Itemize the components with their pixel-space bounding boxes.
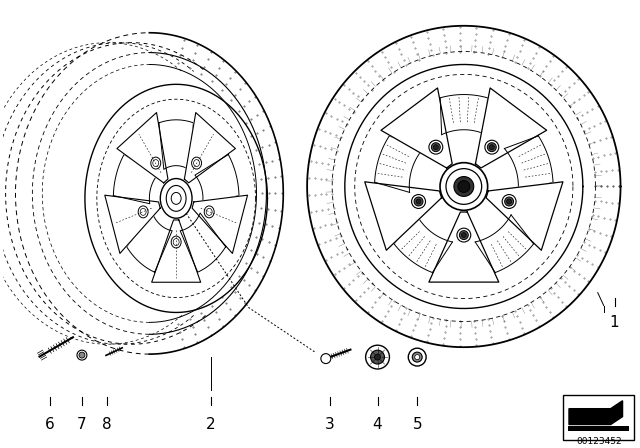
Polygon shape	[381, 88, 452, 168]
Circle shape	[461, 233, 467, 237]
Circle shape	[446, 168, 482, 204]
Polygon shape	[365, 182, 442, 250]
Circle shape	[454, 177, 474, 196]
Circle shape	[502, 194, 516, 208]
Polygon shape	[476, 88, 547, 168]
Polygon shape	[105, 195, 160, 254]
Polygon shape	[184, 112, 236, 183]
Text: 4: 4	[372, 417, 382, 431]
Text: 2: 2	[206, 417, 216, 431]
Circle shape	[412, 352, 422, 362]
Circle shape	[321, 353, 331, 363]
Circle shape	[416, 199, 421, 204]
Text: 5: 5	[412, 417, 422, 431]
Text: 3: 3	[325, 417, 335, 431]
Ellipse shape	[172, 193, 181, 204]
Circle shape	[440, 163, 488, 210]
Text: 00123452: 00123452	[576, 437, 621, 447]
Text: 6: 6	[45, 417, 55, 431]
Circle shape	[429, 140, 443, 154]
Circle shape	[433, 145, 438, 150]
Circle shape	[490, 145, 494, 150]
Text: 1: 1	[610, 315, 620, 331]
Circle shape	[408, 348, 426, 366]
Circle shape	[414, 197, 423, 206]
Circle shape	[374, 354, 381, 360]
Circle shape	[485, 140, 499, 154]
Circle shape	[431, 143, 440, 151]
Circle shape	[412, 194, 426, 208]
Circle shape	[487, 143, 496, 151]
Polygon shape	[429, 212, 499, 282]
Text: 8: 8	[102, 417, 111, 431]
Circle shape	[457, 228, 471, 242]
Bar	[563, 395, 634, 440]
Circle shape	[460, 231, 468, 240]
Circle shape	[507, 199, 511, 204]
Polygon shape	[192, 195, 248, 254]
Circle shape	[371, 350, 385, 364]
Polygon shape	[117, 112, 168, 183]
Circle shape	[77, 350, 87, 360]
Circle shape	[505, 197, 513, 206]
Polygon shape	[486, 182, 563, 250]
Bar	[568, 426, 630, 431]
Polygon shape	[569, 401, 623, 425]
Circle shape	[458, 181, 470, 193]
Circle shape	[415, 355, 420, 360]
Circle shape	[79, 352, 85, 358]
Text: 7: 7	[77, 417, 87, 431]
Polygon shape	[152, 220, 201, 282]
Circle shape	[365, 345, 389, 369]
